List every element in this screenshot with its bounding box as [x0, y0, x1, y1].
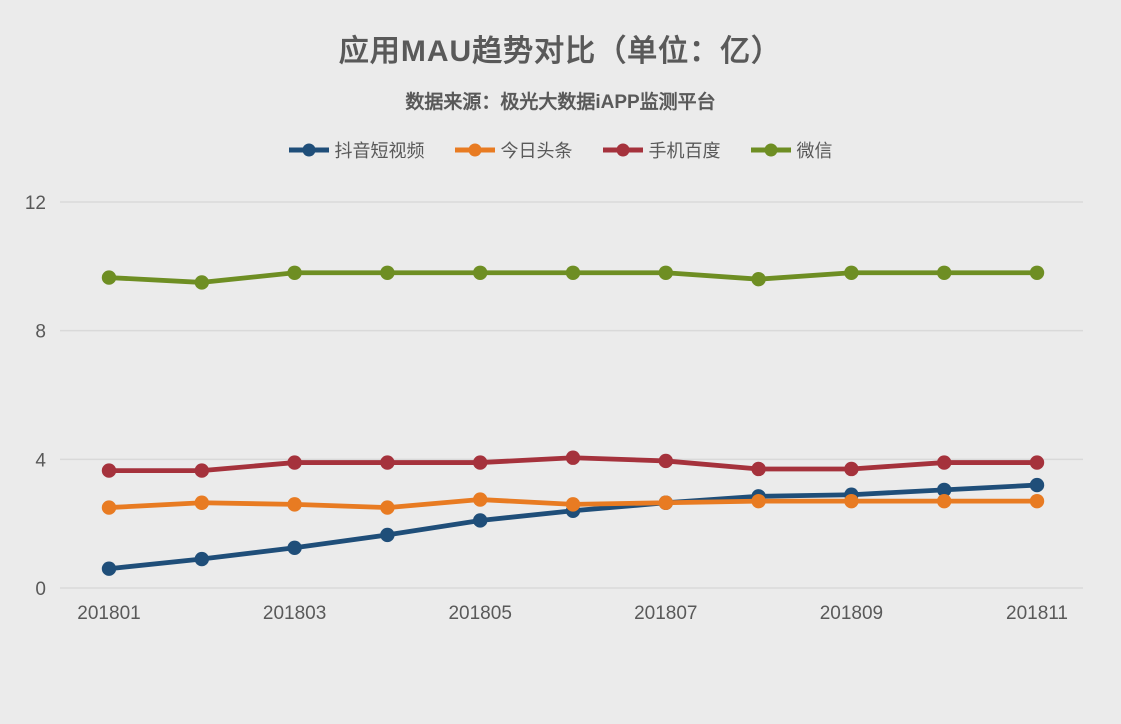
data-point-s1-x4: [473, 492, 488, 507]
legend-item-2[interactable]: 手机百度: [602, 137, 721, 163]
data-point-s3-x9: [937, 265, 952, 280]
data-point-s3-x0: [101, 270, 117, 285]
data-point-s3-x10: [1029, 265, 1045, 280]
data-point-s3-x4: [473, 265, 488, 280]
legend-item-3[interactable]: 微信: [750, 137, 833, 163]
data-point-s0-x3: [380, 527, 395, 543]
y-tick-label-8: 8: [35, 322, 46, 343]
chart-title: 应用MAU趋势对比（单位：亿）: [338, 35, 783, 68]
legend-marker-icon: [454, 143, 495, 157]
data-point-s1-x6: [658, 495, 673, 510]
data-point-s0-x1: [194, 551, 209, 567]
data-point-s1-x0: [101, 500, 117, 515]
x-tick-label-201801: 201801: [77, 603, 140, 624]
chart-subtitle: 数据来源：极光大数据iAPP监测平台: [405, 92, 716, 113]
legend-label: 微信: [796, 141, 833, 161]
legend: 抖音短视频 今日头条 手机百度 微信: [0, 137, 1121, 163]
x-tick-label-201809: 201809: [820, 603, 883, 624]
legend-marker-icon: [602, 143, 643, 157]
data-point-s0-x10: [1029, 477, 1045, 493]
data-point-s2-x9: [937, 455, 952, 470]
x-tick-label-201805: 201805: [448, 603, 511, 624]
data-point-s1-x3: [380, 500, 395, 515]
data-point-s1-x1: [194, 495, 209, 510]
data-point-s3-x1: [194, 275, 209, 290]
y-tick-label-4: 4: [35, 450, 46, 471]
legend-item-1[interactable]: 今日头条: [454, 137, 573, 163]
data-point-s1-x5: [565, 497, 581, 512]
y-tick-label-0: 0: [35, 579, 46, 600]
legend-item-0[interactable]: 抖音短视频: [288, 137, 425, 163]
data-point-s1-x7: [751, 493, 766, 509]
data-point-s3-x6: [658, 265, 673, 280]
legend-label: 手机百度: [648, 141, 721, 161]
data-point-s1-x10: [1029, 493, 1045, 509]
data-point-s0-x9: [937, 482, 952, 498]
data-point-s2-x1: [194, 463, 209, 478]
data-point-s2-x3: [380, 455, 395, 470]
data-point-s0-x0: [101, 561, 117, 576]
data-point-s3-x7: [751, 272, 766, 287]
legend-marker-icon: [288, 143, 329, 157]
legend-label: 今日头条: [500, 141, 573, 161]
data-point-s0-x2: [287, 540, 302, 555]
data-point-s3-x2: [287, 265, 302, 280]
y-tick-label-12: 12: [25, 193, 46, 214]
data-point-s1-x9: [937, 493, 952, 509]
legend-marker-icon: [750, 143, 791, 157]
data-point-s2-x8: [844, 461, 859, 477]
data-point-s2-x7: [751, 461, 766, 477]
x-tick-label-201807: 201807: [634, 603, 697, 624]
legend-label: 抖音短视频: [334, 141, 425, 161]
data-point-s2-x4: [473, 455, 488, 470]
data-point-s2-x0: [101, 463, 117, 478]
data-point-s3-x8: [844, 265, 859, 280]
data-point-s2-x5: [565, 450, 581, 465]
data-point-s2-x10: [1029, 455, 1045, 470]
data-point-s0-x4: [473, 513, 488, 528]
data-point-s3-x5: [565, 265, 581, 280]
data-point-s1-x8: [844, 493, 859, 509]
data-point-s2-x6: [658, 453, 673, 469]
data-point-s2-x2: [287, 455, 302, 470]
x-tick-label-201811: 201811: [1006, 603, 1068, 624]
data-point-s1-x2: [287, 497, 302, 512]
x-tick-label-201803: 201803: [263, 603, 326, 624]
data-point-s3-x3: [380, 265, 395, 280]
